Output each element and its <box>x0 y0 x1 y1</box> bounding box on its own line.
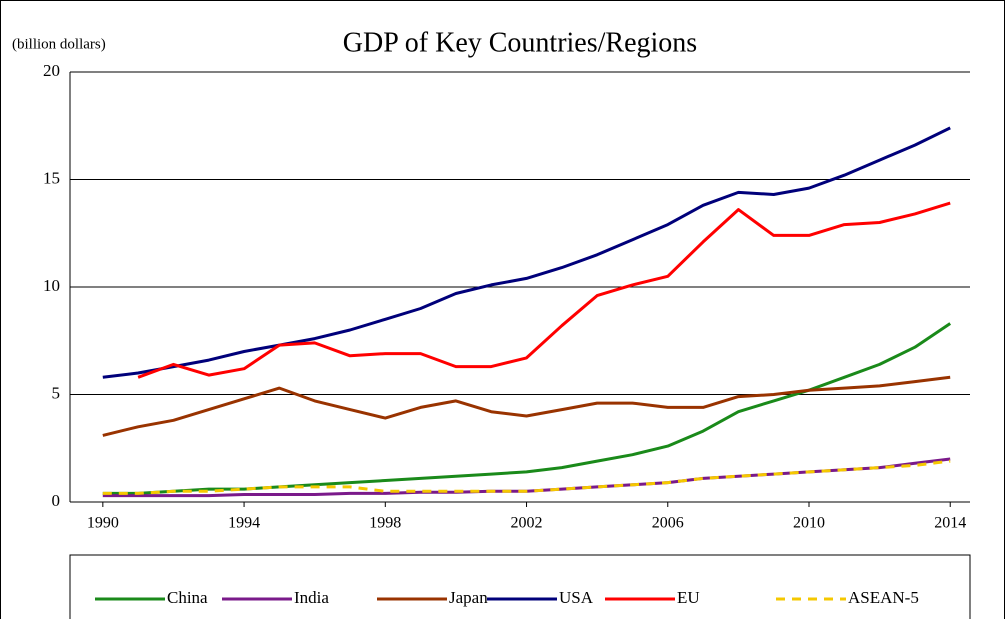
y-axis-label: (billion dollars) <box>12 36 106 52</box>
legend-box <box>69 554 971 619</box>
x-tick-label: 2010 <box>793 515 825 532</box>
legend-label: ASEAN-5 <box>848 588 919 607</box>
x-tick-label: 2006 <box>652 515 684 532</box>
x-tick-label: 1998 <box>369 515 401 532</box>
y-tick-label: 15 <box>43 168 60 187</box>
x-tick-label: 1990 <box>87 515 119 532</box>
series-line <box>137 201 951 379</box>
x-tick-label: 2014 <box>934 515 966 532</box>
chart-title: GDP of Key Countries/Regions <box>343 27 697 58</box>
x-tick-label: 2002 <box>511 515 543 532</box>
legend-label: USA <box>559 588 594 607</box>
legend-label: Japan <box>449 588 488 607</box>
legend-label: India <box>294 588 329 607</box>
x-tick-label: 1994 <box>228 515 260 532</box>
legend-label: China <box>167 588 208 607</box>
series-line <box>102 459 951 495</box>
y-tick-label: 5 <box>52 383 61 402</box>
y-tick-label: 20 <box>43 61 60 80</box>
y-tick-label: 10 <box>43 276 60 295</box>
series-line <box>102 375 951 437</box>
y-tick-label: 0 <box>52 491 61 510</box>
series-line <box>102 126 951 379</box>
legend-label: EU <box>677 588 700 607</box>
